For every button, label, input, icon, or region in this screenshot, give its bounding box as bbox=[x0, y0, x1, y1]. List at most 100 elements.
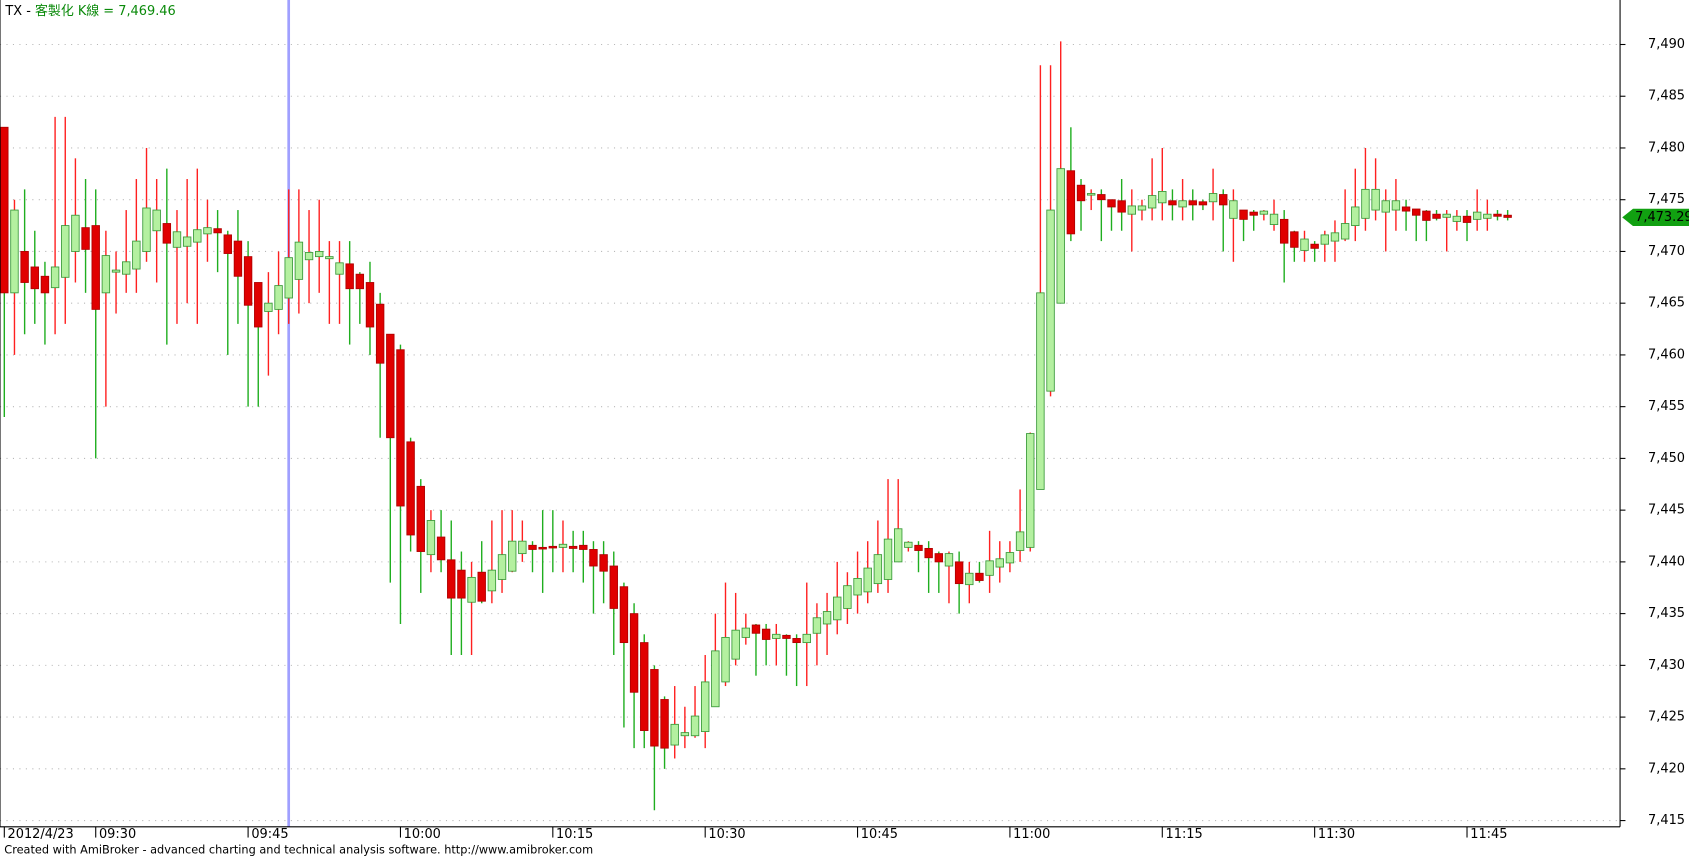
candle-body bbox=[243, 256, 253, 306]
candle-body bbox=[1310, 243, 1319, 249]
candle-body bbox=[1168, 200, 1177, 206]
x-tick-label: 11:00 bbox=[1013, 827, 1050, 842]
x-tick-label: 2012/4/23 bbox=[8, 827, 74, 842]
candle-body bbox=[1046, 209, 1055, 392]
candle-body bbox=[507, 540, 517, 572]
candle-body bbox=[294, 241, 304, 280]
candle-body bbox=[274, 285, 283, 310]
candle-body bbox=[1330, 232, 1340, 242]
candle-body bbox=[457, 569, 466, 599]
candle-body bbox=[233, 240, 243, 277]
x-tick-label: 09:30 bbox=[99, 827, 136, 842]
candle-body bbox=[1158, 191, 1167, 204]
y-tick-label: 7,490 bbox=[1648, 37, 1685, 52]
title: 客製化 K線 = 7,469.46 bbox=[35, 2, 176, 18]
candle-body bbox=[944, 553, 954, 567]
candle-body bbox=[1107, 199, 1116, 208]
candle-body bbox=[1401, 206, 1411, 212]
x-tick-label: 10:45 bbox=[861, 827, 898, 842]
candle-body bbox=[1137, 205, 1147, 211]
x-tick-label: 10:00 bbox=[404, 827, 441, 842]
candle-body bbox=[50, 266, 60, 289]
candle-body bbox=[1391, 200, 1401, 211]
candle-body bbox=[954, 561, 964, 585]
candle-body bbox=[91, 225, 100, 310]
candle-body bbox=[914, 544, 923, 551]
candle-body bbox=[1056, 168, 1065, 304]
candle-body bbox=[152, 209, 161, 232]
candle-body bbox=[1208, 193, 1218, 203]
candle-body bbox=[924, 547, 933, 559]
candle-body bbox=[731, 629, 740, 660]
candle-body bbox=[467, 576, 476, 603]
last-price-box bbox=[1622, 208, 1689, 227]
candle-body bbox=[700, 681, 710, 733]
y-tick-label: 7,440 bbox=[1648, 554, 1685, 569]
y-tick-label: 7,455 bbox=[1648, 399, 1685, 414]
candle-body bbox=[721, 636, 730, 683]
x-tick-label: 10:15 bbox=[556, 827, 593, 842]
candle-body bbox=[1219, 194, 1228, 206]
candle-body bbox=[1249, 211, 1258, 216]
candle-body bbox=[1229, 200, 1238, 219]
candle-body bbox=[812, 617, 822, 634]
y-tick-label: 7,475 bbox=[1648, 192, 1685, 207]
axes: 7,415 7,420 7,425 7,430 7,435 7,440 7,445 7,450… bbox=[3, 37, 1689, 842]
candle-body bbox=[772, 633, 781, 639]
candle-body bbox=[497, 554, 507, 580]
candle-body bbox=[1127, 205, 1137, 215]
candle-body bbox=[995, 558, 1004, 568]
candle-body bbox=[599, 554, 608, 572]
candle-body bbox=[609, 565, 618, 609]
candle-body bbox=[751, 624, 761, 634]
candle-body bbox=[1422, 210, 1431, 221]
candle-body bbox=[1412, 208, 1421, 216]
candle-body bbox=[802, 633, 811, 644]
candle-body bbox=[132, 240, 141, 270]
candle-body bbox=[30, 266, 39, 290]
candle-body bbox=[10, 209, 19, 294]
candle-body bbox=[528, 544, 537, 550]
candle-body bbox=[833, 596, 842, 621]
candle-body bbox=[40, 275, 50, 294]
candle-body bbox=[162, 223, 172, 244]
candle-body bbox=[0, 126, 9, 294]
candle-body bbox=[1147, 195, 1157, 209]
candle-body bbox=[426, 520, 436, 556]
x-tick-label: 10:30 bbox=[708, 827, 745, 842]
candle-body bbox=[1259, 210, 1269, 215]
candle-body bbox=[934, 553, 944, 563]
candle-body bbox=[873, 554, 883, 585]
candle-body bbox=[619, 586, 629, 644]
candle-body bbox=[1279, 218, 1289, 244]
candle-body bbox=[345, 263, 354, 290]
candle-body bbox=[863, 567, 872, 593]
candle-body bbox=[436, 536, 446, 561]
candle-body bbox=[1086, 193, 1096, 196]
y-tick-label: 7,485 bbox=[1648, 89, 1685, 104]
candle-body bbox=[1452, 215, 1462, 222]
candle-body bbox=[254, 282, 263, 328]
candle-body bbox=[193, 229, 202, 243]
candle-body bbox=[1036, 292, 1045, 490]
candle-body bbox=[284, 257, 293, 299]
candle-body bbox=[589, 549, 598, 567]
candle-body bbox=[680, 732, 690, 737]
candle-body bbox=[314, 251, 324, 258]
candle-body bbox=[965, 572, 974, 586]
candle-body bbox=[1351, 206, 1360, 227]
candle-body bbox=[1005, 552, 1015, 564]
candle-body bbox=[365, 282, 375, 328]
candle-body bbox=[1076, 184, 1086, 202]
candle-body bbox=[203, 227, 212, 235]
candle-body bbox=[81, 227, 90, 250]
candle-body bbox=[1290, 231, 1299, 248]
candle-body bbox=[335, 262, 344, 275]
candle-body bbox=[20, 251, 29, 283]
y-tick-label: 7,425 bbox=[1648, 710, 1685, 725]
candle-body bbox=[711, 650, 720, 708]
y-tick-label: 7,430 bbox=[1648, 658, 1685, 673]
candle-body bbox=[822, 611, 832, 625]
candle-body bbox=[670, 723, 679, 746]
candle-body bbox=[640, 642, 649, 731]
